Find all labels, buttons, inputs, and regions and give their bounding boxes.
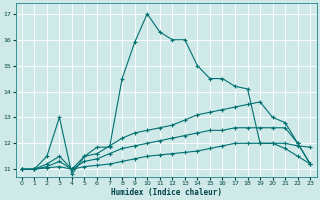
X-axis label: Humidex (Indice chaleur): Humidex (Indice chaleur): [110, 188, 221, 197]
